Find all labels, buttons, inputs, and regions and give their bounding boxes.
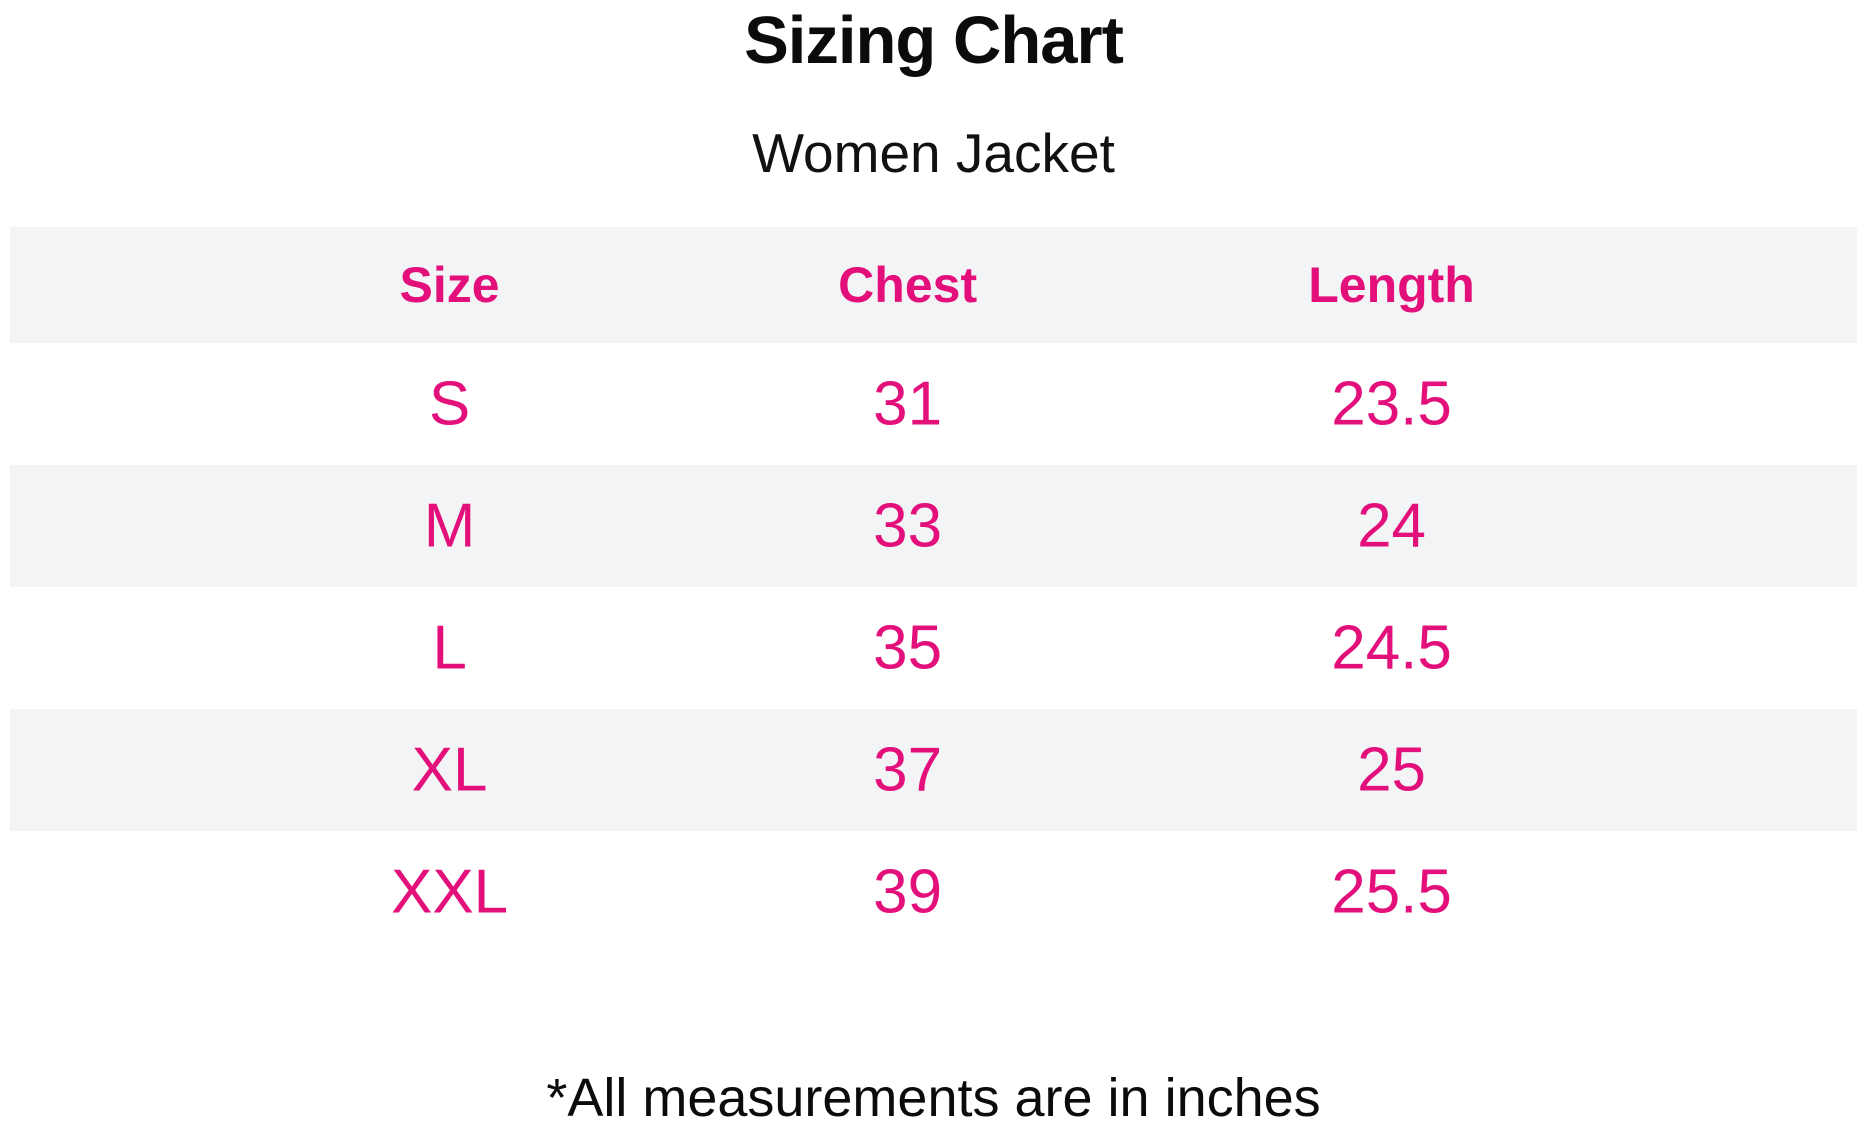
chest-cell: 33 <box>873 491 943 561</box>
length-cell: 25 <box>1357 735 1427 805</box>
chest-cell: 35 <box>873 613 943 683</box>
page-title: Sizing Chart <box>744 3 1124 78</box>
table-row-l: L 35 24.5 <box>10 587 1857 710</box>
table-row-m: M 33 24 <box>10 465 1857 588</box>
table-header-row: Size Chest Length <box>10 227 1857 344</box>
table-row-xxl: XXL 39 25.5 <box>10 831 1857 954</box>
size-cell: S <box>428 369 471 439</box>
size-cell: XL <box>411 735 488 805</box>
length-cell: 24 <box>1357 491 1427 561</box>
chest-cell: 39 <box>873 857 943 927</box>
column-header-chest: Chest <box>838 257 978 314</box>
sizing-table: Size Chest Length S 31 23.5 M 33 24 L 35 24.5 XL 3… <box>10 227 1857 954</box>
table-row-xl: XL 37 25 <box>10 709 1857 832</box>
length-cell: 23.5 <box>1331 369 1452 439</box>
size-cell: L <box>432 613 467 683</box>
table-row-s: S 31 23.5 <box>10 343 1857 466</box>
chest-cell: 37 <box>873 735 943 805</box>
size-cell: M <box>423 491 476 561</box>
chest-cell: 31 <box>873 369 943 439</box>
column-header-length: Length <box>1308 257 1475 314</box>
page-subtitle: Women Jacket <box>752 122 1115 185</box>
column-header-size: Size <box>399 257 500 314</box>
size-cell: XXL <box>390 857 509 927</box>
length-cell: 24.5 <box>1331 613 1452 683</box>
measurements-note: *All measurements are in inches <box>546 1068 1321 1129</box>
length-cell: 25.5 <box>1331 857 1452 927</box>
table-body: S 31 23.5 M 33 24 L 35 24.5 XL 37 25 XXL 39 25.5 <box>10 343 1857 954</box>
